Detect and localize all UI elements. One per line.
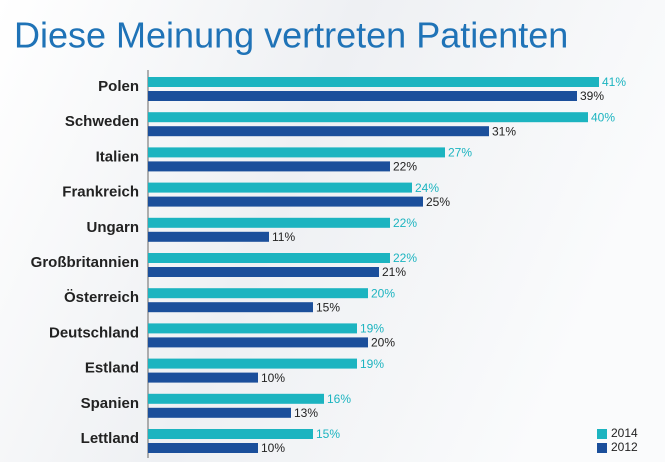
bar — [148, 407, 291, 418]
value-label: 24% — [415, 181, 439, 195]
bar — [148, 372, 258, 383]
bar — [148, 77, 599, 87]
value-label: 13% — [294, 406, 318, 420]
value-label: 15% — [316, 300, 340, 314]
bar — [148, 196, 423, 207]
category-label: Frankreich — [62, 184, 139, 201]
bar — [148, 217, 390, 228]
bar — [148, 91, 577, 101]
bar — [148, 443, 258, 453]
bar — [148, 161, 390, 172]
value-label: 21% — [382, 265, 406, 279]
category-label: Estland — [85, 360, 139, 377]
value-label: 19% — [360, 357, 384, 371]
legend-label: 2014 — [611, 426, 638, 440]
value-label: 20% — [371, 336, 395, 350]
value-label: 22% — [393, 216, 417, 230]
bar — [148, 231, 269, 242]
bar — [148, 126, 489, 137]
bar — [148, 429, 313, 439]
bar — [148, 112, 588, 123]
value-label: 40% — [591, 110, 615, 124]
legend-label: 2012 — [611, 440, 638, 454]
bar — [148, 358, 357, 369]
bar — [148, 323, 357, 334]
category-label: Polen — [98, 78, 139, 95]
legend-swatch — [597, 443, 607, 453]
value-label: 10% — [261, 371, 285, 385]
value-label: 19% — [360, 322, 384, 336]
category-label: Spanien — [81, 395, 139, 412]
bar — [148, 302, 313, 313]
value-label: 31% — [492, 124, 516, 138]
value-label: 27% — [448, 146, 472, 160]
bar — [148, 182, 412, 193]
value-label: 41% — [602, 75, 626, 89]
chart-title: Diese Meinung vertreten Patienten — [14, 15, 568, 56]
category-label: Schweden — [65, 113, 139, 130]
legend-swatch — [597, 429, 607, 439]
bar — [148, 147, 445, 158]
value-label: 16% — [327, 392, 351, 406]
category-label: Deutschland — [49, 324, 139, 341]
bar — [148, 267, 379, 277]
category-label: Ungarn — [87, 219, 140, 236]
value-label: 25% — [426, 195, 450, 209]
value-label: 15% — [316, 427, 340, 441]
value-label: 10% — [261, 441, 285, 455]
value-label: 22% — [393, 251, 417, 265]
category-label: Italien — [96, 148, 139, 165]
value-label: 20% — [371, 286, 395, 300]
value-label: 11% — [272, 230, 295, 244]
bar — [148, 393, 324, 404]
value-label: 39% — [580, 89, 604, 103]
category-label: Lettland — [81, 430, 139, 447]
value-label: 22% — [393, 160, 417, 174]
bar — [148, 288, 368, 299]
category-label: Großbritannien — [31, 254, 139, 271]
category-label: Österreich — [64, 289, 139, 306]
bar — [148, 337, 368, 348]
bar — [148, 253, 390, 263]
